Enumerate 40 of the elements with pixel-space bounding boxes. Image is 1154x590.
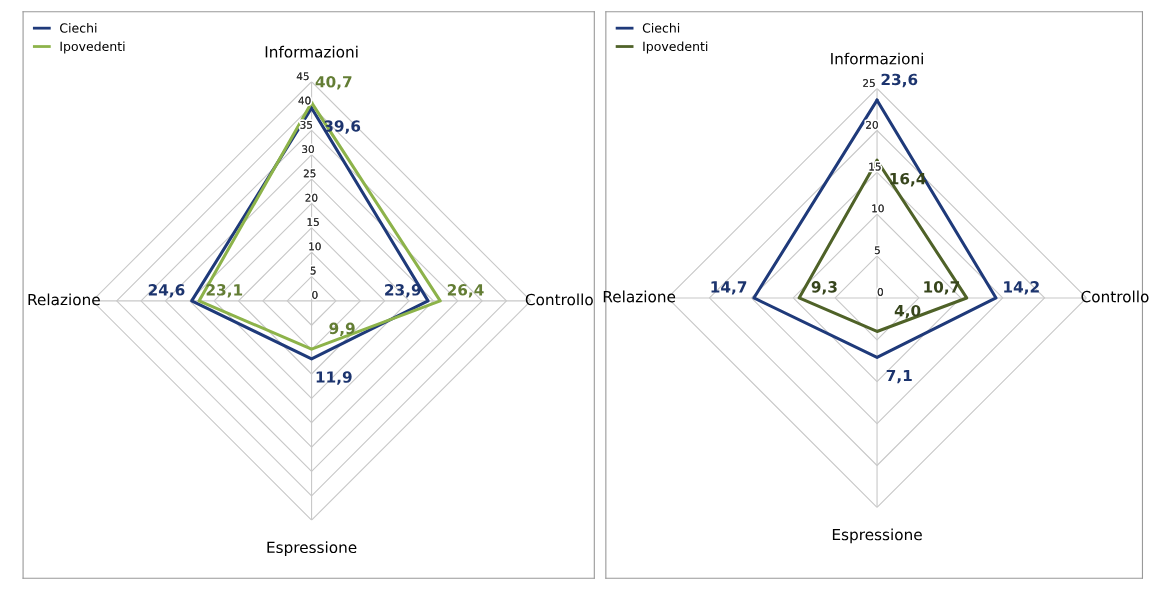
- data-label: 9,9: [329, 322, 355, 337]
- y-tick-label: 40: [298, 96, 311, 105]
- data-label: 23,9: [385, 284, 421, 298]
- y-tick-label: 25: [863, 79, 875, 87]
- legend-label: Ipovedenti: [60, 41, 125, 54]
- y-tick-label: 10: [309, 242, 321, 251]
- y-tick-label: 15: [307, 218, 319, 226]
- data-label: 4,0: [894, 304, 921, 319]
- data-label: 11,9: [316, 371, 352, 385]
- legend-label: Ciechi: [60, 23, 97, 33]
- legend-label: Ciechi: [642, 23, 680, 33]
- spoke-label: Controllo: [525, 293, 593, 306]
- data-label: 24,6: [148, 284, 185, 298]
- data-label: 23,6: [881, 73, 918, 88]
- y-tick-label: 30: [302, 145, 314, 154]
- y-tick-label: 0: [877, 288, 883, 296]
- data-label: 14,7: [711, 281, 747, 295]
- spoke-label: Espressione: [267, 541, 357, 557]
- data-label: 23,1: [206, 284, 243, 298]
- spoke-label: Informazioni: [265, 45, 358, 58]
- y-tick-label: 5: [874, 246, 880, 255]
- y-tick-label: 45: [296, 72, 309, 81]
- spoke-label: Controllo: [1081, 290, 1149, 303]
- y-tick-label: 25: [303, 169, 316, 178]
- y-tick-label: 20: [866, 120, 878, 129]
- y-tick-label: 5: [310, 266, 316, 275]
- y-tick-label: 20: [305, 193, 318, 202]
- data-label: 7,1: [886, 369, 912, 384]
- spoke-label: Relazione: [28, 293, 100, 306]
- legend-label: Ipovedenti: [643, 41, 708, 54]
- y-tick-label: 0: [312, 291, 318, 299]
- data-label: 9,3: [811, 281, 837, 295]
- spoke-label: Espressione: [832, 528, 922, 544]
- data-label: 40,7: [315, 76, 352, 90]
- spoke-label: Relazione: [603, 290, 676, 303]
- data-label: 26,4: [447, 284, 484, 298]
- y-tick-label: 10: [872, 204, 884, 213]
- spoke-label: Informazioni: [831, 52, 923, 65]
- data-label: 10,7: [924, 281, 960, 295]
- data-label: 14,2: [1004, 281, 1039, 295]
